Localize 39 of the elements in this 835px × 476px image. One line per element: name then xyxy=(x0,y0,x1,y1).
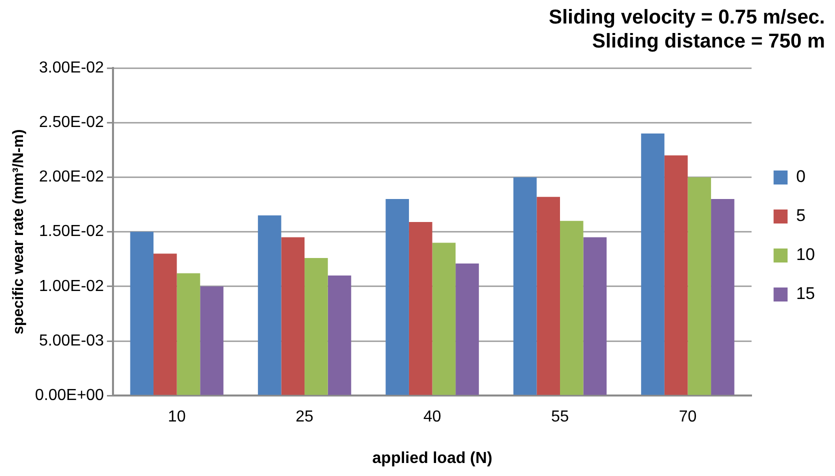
y-tick-label: 1.50E-02 xyxy=(39,223,104,240)
x-axis-title: applied load (N) xyxy=(372,450,492,467)
bar xyxy=(560,220,584,395)
legend-label: 0 xyxy=(796,167,806,186)
bar xyxy=(154,254,177,395)
legend-label: 5 xyxy=(796,206,806,226)
bar xyxy=(583,237,607,395)
bar xyxy=(386,199,409,395)
y-tick-label: 2.50E-02 xyxy=(39,114,104,132)
bar xyxy=(408,222,432,395)
x-tick-label: 25 xyxy=(296,408,314,426)
bar xyxy=(200,286,224,395)
legend-label: 15 xyxy=(796,284,816,304)
y-tick-label: 0.00E+00 xyxy=(35,387,104,404)
x-tick-label: 40 xyxy=(423,408,442,426)
x-tick-label: 70 xyxy=(678,408,697,426)
bar xyxy=(432,242,456,395)
bar xyxy=(688,177,712,395)
y-tick-label: 1.00E-02 xyxy=(39,278,104,295)
bar xyxy=(513,177,537,395)
y-tick-label: 5.00E-03 xyxy=(39,332,104,350)
bar xyxy=(176,273,200,395)
bar xyxy=(711,199,734,395)
bar xyxy=(258,215,282,395)
bar xyxy=(641,134,664,395)
chart-title: Sliding velocity = 0.75 m/sec. Sliding distance = 750 m xyxy=(548,6,825,53)
bar xyxy=(281,237,305,395)
legend-label: 10 xyxy=(796,245,816,264)
x-tick-label: 55 xyxy=(551,408,569,426)
bar xyxy=(304,258,328,395)
y-tick-label: 3.00E-02 xyxy=(39,59,104,76)
y-tick-label: 2.00E-02 xyxy=(39,168,104,186)
bar xyxy=(130,232,154,395)
y-axis-title: specific wear rate (mm³/N-m) xyxy=(10,129,28,334)
bar xyxy=(536,196,560,395)
bar xyxy=(664,155,688,395)
bar xyxy=(456,263,479,395)
x-tick-label: 10 xyxy=(168,408,186,426)
bar xyxy=(328,275,352,395)
